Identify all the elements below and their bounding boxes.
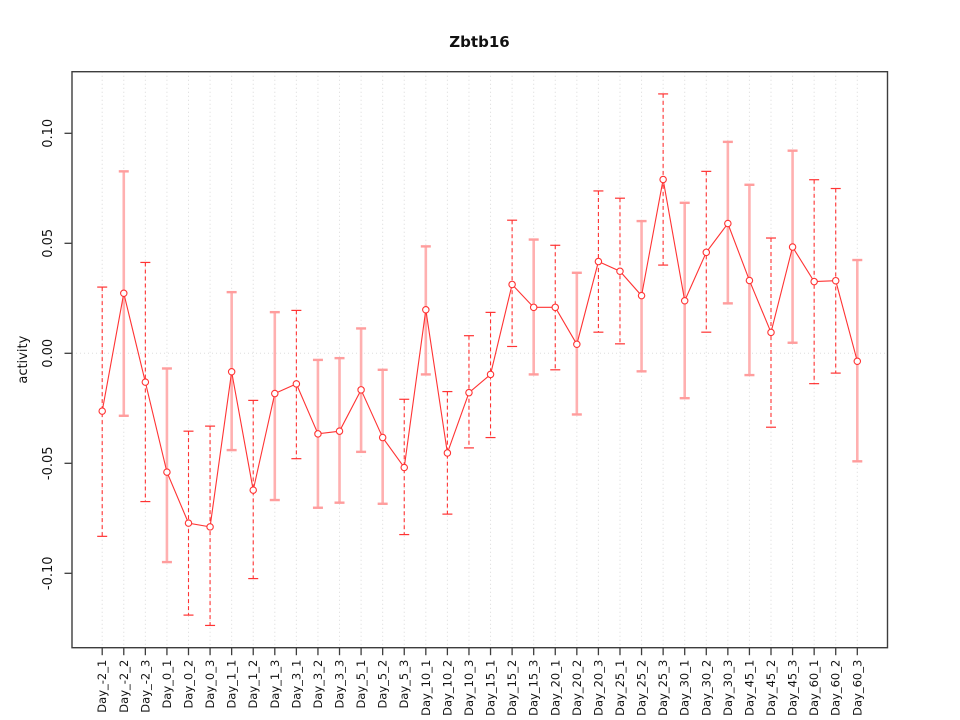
data-point-marker (616, 267, 624, 275)
data-point-marker (292, 380, 301, 388)
data-point-marker (486, 370, 495, 379)
x-tick-label: Day_15_1 (484, 660, 498, 716)
x-tick-label: Day_25_3 (656, 660, 670, 716)
x-tick-label: Day_30_3 (721, 660, 735, 716)
data-point-marker (271, 389, 279, 398)
data-point-marker (422, 305, 430, 314)
data-point-marker (163, 468, 171, 476)
x-tick-label: Day_5_1 (354, 660, 368, 709)
y-axis-label: activity (16, 335, 31, 383)
x-tick-label: Day_15_3 (527, 660, 541, 716)
x-tick-label: Day_3_1 (289, 660, 303, 709)
x-tick-label: Day_60_3 (850, 660, 864, 716)
y-tick-label: 0.05 (41, 229, 56, 258)
x-tick-label: Day_10_3 (462, 660, 476, 716)
x-tick-label: Day_20_3 (591, 660, 605, 716)
x-tick-label: Day_60_1 (807, 660, 821, 716)
x-tick-label: Day_45_3 (786, 660, 800, 716)
data-point-marker (120, 289, 128, 297)
x-tick-label: Day_-2_1 (95, 660, 109, 713)
x-tick-label: Day_1_3 (268, 660, 282, 709)
data-point-marker (724, 219, 732, 228)
y-tick-label: 0.00 (41, 339, 56, 368)
data-point-marker (594, 257, 603, 266)
data-point-marker (831, 276, 840, 285)
x-tick-label: Day_45_2 (764, 660, 778, 716)
x-tick-label: Day_-2_3 (138, 660, 152, 713)
x-tick-label: Day_1_2 (246, 660, 260, 709)
data-point-marker (767, 328, 775, 337)
data-point-marker (227, 368, 236, 376)
data-point-marker (443, 449, 452, 457)
data-point-marker (357, 386, 365, 394)
data-point-marker (659, 175, 667, 184)
data-point-marker (141, 378, 150, 386)
data-point-marker (314, 430, 322, 438)
x-tick-label: Day_0_2 (182, 660, 196, 709)
data-point-marker (680, 296, 689, 305)
x-tick-label: Day_5_3 (397, 660, 411, 709)
x-tick-label: Day_3_3 (333, 660, 347, 709)
x-tick-label: Day_45_1 (742, 660, 756, 716)
x-tick-label: Day_20_1 (548, 660, 562, 716)
data-point-marker (529, 303, 538, 312)
data-point-marker (508, 280, 516, 289)
data-point-marker (810, 277, 818, 286)
data-point-marker (637, 291, 646, 300)
data-point-marker (465, 388, 473, 397)
y-tick-label: -0.10 (41, 556, 56, 590)
x-tick-label: Day_25_2 (635, 660, 649, 716)
x-tick-label: Day_0_3 (203, 660, 217, 709)
data-point-marker (335, 427, 344, 435)
x-tick-label: Day_0_1 (160, 660, 174, 709)
data-point-marker (551, 303, 560, 312)
data-point-marker (788, 243, 797, 251)
y-tick-label: -0.05 (41, 446, 56, 480)
data-point-marker (853, 357, 862, 365)
plot-border (71, 70, 889, 649)
data-point-marker (184, 519, 193, 527)
plot-area: 0.10 0.05 0.00 -0.05 -0.10 Day_-2_1 Day_-2_2 Da… (41, 70, 889, 716)
x-tick-label: Day_30_2 (699, 660, 713, 716)
data-point-marker (249, 486, 257, 494)
series-line (101, 179, 858, 528)
x-tick-label: Day_30_1 (678, 660, 692, 716)
x-tick-label: Day_1_1 (225, 660, 239, 709)
x-tick-label: Day_10_2 (440, 660, 454, 716)
data-point-marker (573, 340, 581, 349)
y-tick-label: 0.10 (41, 119, 56, 148)
chart-title: Zbtb16 (449, 33, 509, 51)
x-tick-label: Day_20_2 (570, 660, 584, 716)
x-tick-label: Day_60_2 (829, 660, 843, 716)
x-tick-label: Day_5_2 (376, 660, 390, 709)
data-point-marker (702, 248, 711, 257)
data-point-marker (378, 433, 387, 442)
x-tick-label: Day_25_1 (613, 660, 627, 716)
data-point-marker (98, 407, 106, 415)
data-point-marker (745, 276, 754, 285)
x-tick-label: Day_15_2 (505, 660, 519, 716)
data-point-marker (206, 523, 214, 531)
x-tick-label: Day_-2_2 (117, 660, 131, 713)
x-tick-label: Day_10_1 (419, 660, 433, 716)
data-point-marker (400, 463, 408, 472)
x-tick-label: Day_3_2 (311, 660, 325, 709)
